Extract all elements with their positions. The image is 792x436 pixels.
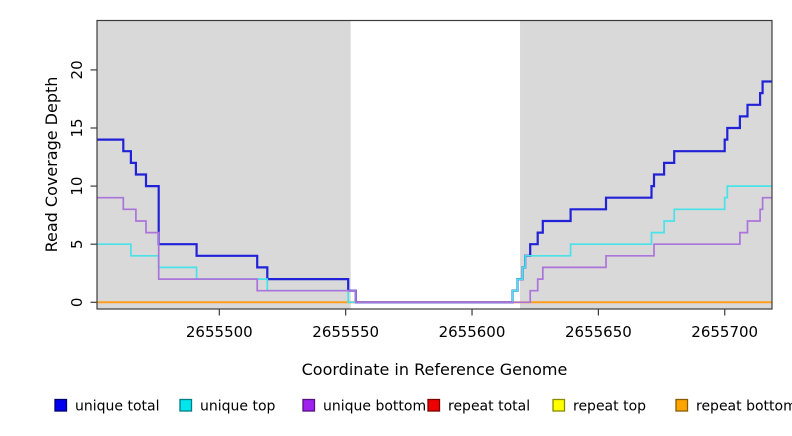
- y-tick-label: 10: [68, 177, 86, 196]
- highlight-regions: [97, 20, 772, 309]
- series-line-unique-bottom: [97, 196, 772, 304]
- legend-label-repeat-total: repeat total: [448, 399, 530, 415]
- x-tick-label: 2655550: [312, 323, 379, 341]
- x-tick-label: 2655500: [186, 323, 253, 341]
- legend-swatch-unique-top: [179, 398, 193, 412]
- legend-label-unique-total: unique total: [75, 399, 159, 415]
- x-tick-label: 2655700: [691, 323, 758, 341]
- x-tick-label: 2655600: [439, 323, 506, 341]
- y-tick-label: 5: [68, 239, 86, 249]
- x-tick-label: 2655650: [565, 323, 632, 341]
- highlight-region: [520, 20, 772, 309]
- y-tick-label: 0: [68, 298, 86, 308]
- legend-label-repeat-top: repeat top: [573, 399, 646, 415]
- legend-label-unique-bottom: unique bottom: [323, 399, 426, 415]
- legend-swatch-repeat-bottom: [675, 398, 689, 412]
- highlight-region: [97, 20, 351, 309]
- series-line-unique-top: [97, 185, 772, 304]
- legend-swatch-repeat-total: [427, 398, 441, 412]
- legend-swatch-unique-bottom: [302, 398, 316, 412]
- legend-label-unique-top: unique top: [200, 399, 276, 415]
- plot-box: [96, 19, 773, 310]
- y-tick-label: 20: [68, 60, 86, 79]
- axes: 0 5 10 15 20 2655500 2655550 2655600 2655650 2655…: [68, 19, 773, 341]
- legend: unique total unique top unique bottom repea…: [54, 398, 792, 415]
- y-axis-title: Read Coverage Depth: [42, 77, 61, 253]
- coverage-series-lines: [97, 80, 772, 304]
- legend-swatch-unique-total: [54, 398, 68, 412]
- legend-label-repeat-bottom: repeat bottom: [696, 399, 792, 415]
- y-tick-label: 15: [68, 118, 86, 137]
- x-axis-title: Coordinate in Reference Genome: [302, 360, 568, 379]
- legend-swatch-repeat-top: [552, 398, 566, 412]
